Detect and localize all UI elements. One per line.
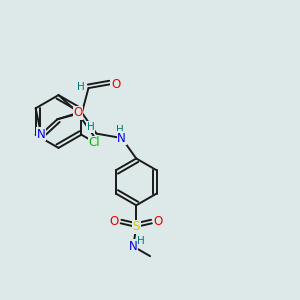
Text: N: N — [129, 240, 138, 253]
Text: O: O — [74, 106, 83, 119]
Text: H: H — [137, 236, 145, 246]
Text: O: O — [110, 215, 119, 228]
Text: Cl: Cl — [88, 136, 100, 149]
Text: O: O — [111, 78, 120, 91]
Text: S: S — [133, 220, 140, 233]
Text: N: N — [117, 131, 126, 145]
Text: O: O — [154, 215, 163, 228]
Text: H: H — [77, 82, 85, 92]
Text: H: H — [87, 122, 94, 132]
Text: H: H — [116, 124, 124, 135]
Text: N: N — [37, 128, 46, 141]
